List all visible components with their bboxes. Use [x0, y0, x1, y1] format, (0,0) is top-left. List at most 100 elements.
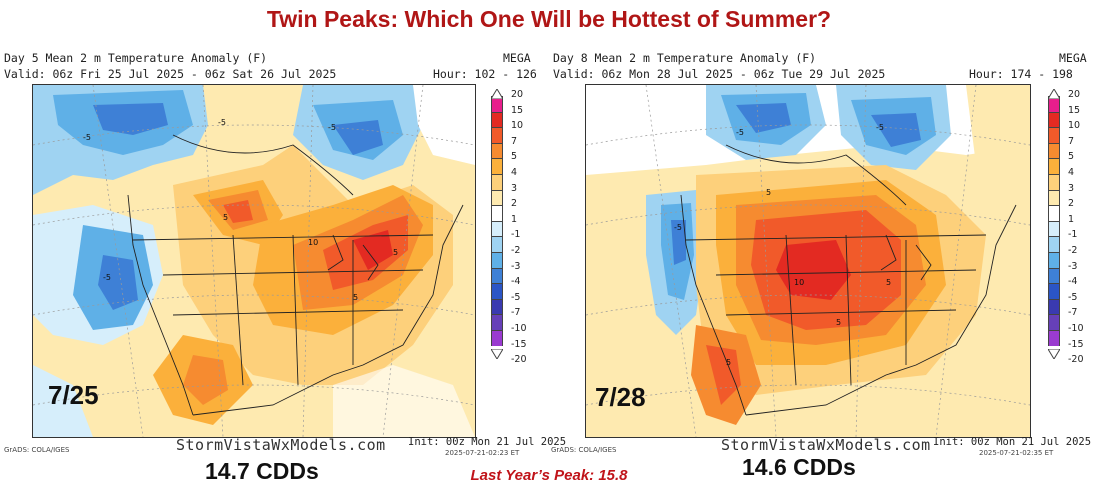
- panel-header-line2: Valid: 06z Fri 25 Jul 2025 - 06z Sat 26 …: [4, 67, 337, 81]
- colorbar-arrow-bottom: [490, 346, 504, 360]
- panel-header-line1: Day 5 Mean 2 m Temperature Anomaly (F): [4, 51, 268, 65]
- cdd-value: 14.7 CDDs: [205, 458, 319, 484]
- colorbar-swatch: [1048, 205, 1060, 221]
- colorbar-label: -1: [1068, 229, 1078, 241]
- contour-label: -5: [876, 123, 884, 132]
- grads-credit: GrADS: COLA/IGES: [551, 446, 617, 454]
- date-label: 7/28: [595, 382, 646, 412]
- anomaly-map-right: -5 -5 5 10 5 5 5 -5: [585, 84, 1031, 438]
- colorbar-swatch: [491, 127, 503, 143]
- init-time: Init: 00z Mon 21 Jul 2025: [933, 436, 1092, 448]
- hour-range: Hour: 174 - 198: [969, 67, 1073, 81]
- colorbar-arrow-top: [1047, 86, 1061, 100]
- map-panel-left: Day 5 Mean 2 m Temperature Anomaly (F) V…: [0, 50, 566, 502]
- colorbar-label: 15: [511, 104, 524, 116]
- colorbar-label: 3: [511, 182, 518, 194]
- contour-label: 10: [308, 238, 318, 247]
- colorbar-swatch: [491, 158, 503, 174]
- colorbar-swatch: [1048, 251, 1060, 268]
- colorbar-swatch: [1048, 267, 1060, 284]
- contour-label: -5: [674, 223, 682, 232]
- colorbar-label: 2: [1068, 198, 1075, 210]
- colorbar-label: -2: [1068, 245, 1078, 256]
- colorbar-swatch: [491, 111, 503, 128]
- grads-credit: GrADS: COLA/IGES: [4, 446, 70, 454]
- panel-header-line2: Valid: 06z Mon 28 Jul 2025 - 06z Tue 29 …: [553, 67, 886, 81]
- contour-label: -5: [103, 273, 111, 282]
- colorbar-label: -5: [511, 291, 521, 303]
- colorbar-label: 7: [1068, 135, 1075, 147]
- colorbar-swatch: [1048, 142, 1060, 159]
- init-time: Init: 00z Mon 21 Jul 2025: [408, 436, 567, 448]
- colorbar-arrow-bottom: [1047, 346, 1061, 360]
- colorbar-swatch: [1048, 298, 1060, 315]
- model-label: MEGA: [1059, 51, 1087, 65]
- colorbar-swatch: [1048, 189, 1060, 206]
- colorbar-swatch: [491, 329, 503, 346]
- colorbar: 20 15 10 7 5 4 3 2 1 -1 -2 -3 -4 -5 -7 -10 -15 -20: [490, 86, 527, 365]
- date-label: 7/25: [48, 380, 99, 410]
- contour-label: 5: [223, 213, 228, 222]
- colorbar-swatch: [1048, 220, 1060, 237]
- colorbar-arrow-top: [490, 86, 504, 100]
- colorbar-label: -1: [511, 229, 521, 241]
- contour-label: 5: [353, 293, 358, 302]
- colorbar-swatch: [1048, 173, 1060, 190]
- colorbar-label: 1: [1068, 213, 1075, 225]
- colorbar-swatch: [491, 205, 503, 221]
- colorbar-swatch: [491, 314, 503, 330]
- colorbar-label: -10: [511, 323, 527, 334]
- colorbar-label: -3: [1068, 260, 1078, 272]
- colorbar-swatch: [1048, 283, 1060, 299]
- cdd-value: 14.6 CDDs: [742, 454, 856, 480]
- colorbar-label: -20: [1068, 354, 1084, 366]
- page-title: Twin Peaks: Which One Will be Hottest of…: [266, 6, 832, 32]
- anomaly-map-left: -5 -5 -5 5 5 5 10 -5: [32, 84, 476, 438]
- site-watermark: StormVistaWxModels.com: [721, 436, 931, 454]
- colorbar-label: -10: [1068, 323, 1084, 334]
- colorbar-swatch: [1048, 111, 1060, 128]
- colorbar-swatch: [491, 267, 503, 284]
- colorbar-label: -5: [1068, 291, 1078, 303]
- colorbar: 20 15 10 7 5 4 3 2 1 -1 -2 -3 -4 -5 -7 -10 -15 -20: [1047, 86, 1084, 365]
- colorbar-label: 2: [511, 198, 518, 210]
- model-label: MEGA: [503, 51, 531, 65]
- colorbar-label: 1: [511, 213, 518, 225]
- colorbar-label: -4: [1068, 276, 1078, 288]
- colorbar-swatch: [1048, 236, 1060, 252]
- timestamp: 2025-07-21-02:35 ET: [979, 449, 1054, 457]
- contour-label: 5: [886, 278, 891, 287]
- contour-label: 10: [794, 278, 804, 287]
- colorbar-label: -20: [511, 354, 527, 366]
- colorbar-swatch: [491, 283, 503, 299]
- hour-range: Hour: 102 - 126: [433, 67, 537, 81]
- colorbar-swatch: [491, 189, 503, 206]
- colorbar-label: -7: [511, 307, 521, 319]
- timestamp: 2025-07-21-02:23 ET: [445, 449, 520, 457]
- contour-label: -5: [328, 123, 336, 132]
- colorbar-swatch: [491, 251, 503, 268]
- last-year-peak: Last Year’s Peak: 15.8: [470, 467, 628, 484]
- colorbar-label: 20: [511, 89, 524, 100]
- contour-label: 5: [726, 358, 731, 367]
- colorbar-label: -3: [511, 260, 521, 272]
- contour-label: -5: [218, 118, 226, 127]
- colorbar-swatch: [491, 298, 503, 315]
- colorbar-label: -4: [511, 276, 521, 288]
- colorbar-label: 15: [1068, 104, 1081, 116]
- colorbar-label: 4: [1068, 167, 1075, 178]
- colorbar-swatch: [1048, 314, 1060, 330]
- site-watermark: StormVistaWxModels.com: [176, 436, 386, 454]
- colorbar-swatch: [491, 142, 503, 159]
- contour-label: 5: [766, 188, 771, 197]
- colorbar-label: -7: [1068, 307, 1078, 319]
- colorbar-label: 20: [1068, 89, 1081, 100]
- colorbar-swatch: [491, 236, 503, 252]
- contour-label: 5: [836, 318, 841, 327]
- colorbar-label: 3: [1068, 182, 1075, 194]
- map-panel-right: Day 8 Mean 2 m Temperature Anomaly (F) V…: [549, 50, 1098, 502]
- contour-label: -5: [83, 133, 91, 142]
- colorbar-swatch: [1048, 158, 1060, 174]
- colorbar-label: 4: [511, 167, 518, 178]
- colorbar-swatch: [491, 220, 503, 237]
